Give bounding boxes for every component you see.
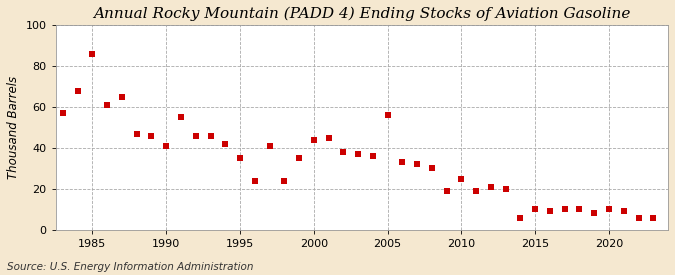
Point <box>279 178 290 183</box>
Point <box>470 189 481 193</box>
Point <box>117 95 128 99</box>
Point <box>485 185 496 189</box>
Point <box>589 211 599 216</box>
Point <box>382 113 393 117</box>
Point <box>102 103 113 107</box>
Point <box>603 207 614 211</box>
Point <box>249 178 260 183</box>
Point <box>294 156 304 160</box>
Point <box>633 215 644 220</box>
Point <box>176 115 186 120</box>
Point <box>353 152 364 156</box>
Point <box>427 166 437 170</box>
Point <box>338 150 349 154</box>
Point <box>456 177 467 181</box>
Point <box>648 215 659 220</box>
Point <box>574 207 585 211</box>
Point <box>146 133 157 138</box>
Point <box>323 136 334 140</box>
Point <box>412 162 423 167</box>
Point <box>220 142 231 146</box>
Point <box>308 138 319 142</box>
Y-axis label: Thousand Barrels: Thousand Barrels <box>7 76 20 179</box>
Point <box>72 89 83 93</box>
Point <box>545 209 556 214</box>
Title: Annual Rocky Mountain (PADD 4) Ending Stocks of Aviation Gasoline: Annual Rocky Mountain (PADD 4) Ending St… <box>93 7 630 21</box>
Point <box>235 156 246 160</box>
Point <box>264 144 275 148</box>
Point <box>367 154 378 158</box>
Point <box>441 189 452 193</box>
Point <box>500 187 511 191</box>
Point <box>161 144 171 148</box>
Point <box>530 207 541 211</box>
Point <box>57 111 68 116</box>
Point <box>205 133 216 138</box>
Point <box>618 209 629 214</box>
Text: Source: U.S. Energy Information Administration: Source: U.S. Energy Information Administ… <box>7 262 253 272</box>
Point <box>560 207 570 211</box>
Point <box>190 133 201 138</box>
Point <box>87 52 98 56</box>
Point <box>397 160 408 164</box>
Point <box>132 131 142 136</box>
Point <box>515 215 526 220</box>
